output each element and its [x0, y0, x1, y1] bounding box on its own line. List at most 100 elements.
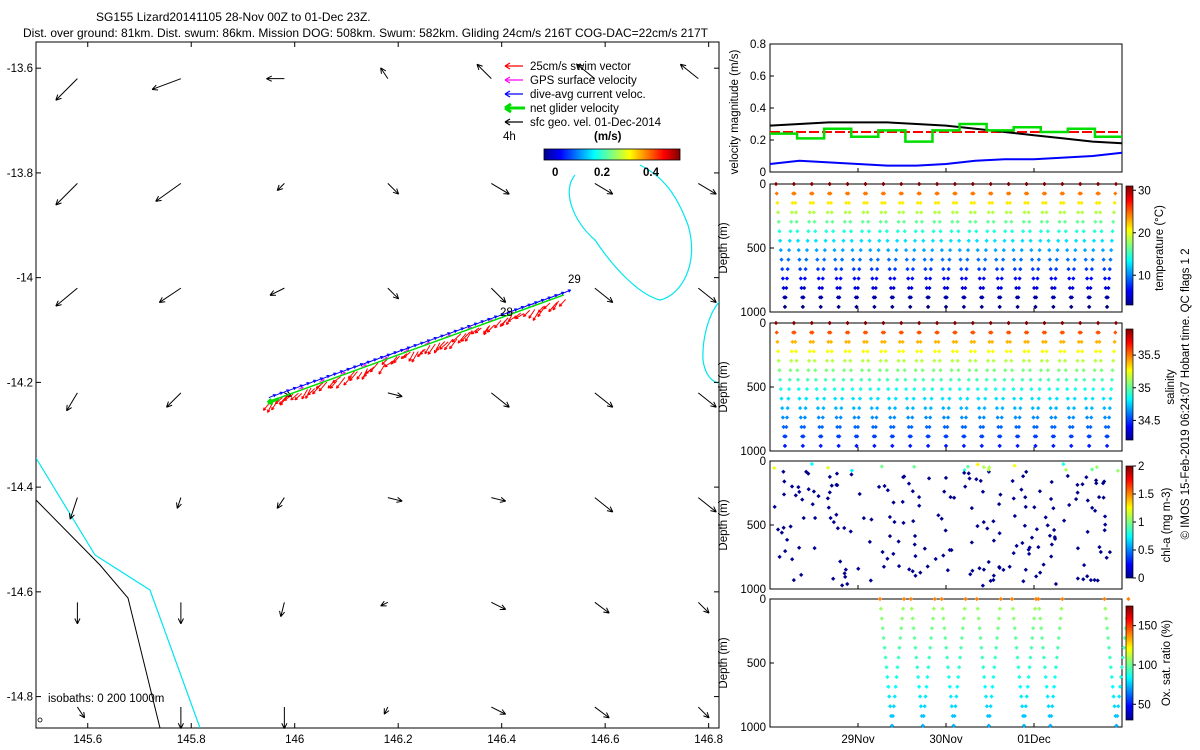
geo-vector-r4-c5 — [594, 497, 614, 513]
swim-vector-22 — [356, 371, 363, 380]
chl-dot-162 — [842, 571, 847, 576]
salinity-dot-15-d10 — [1049, 415, 1054, 420]
swim-vector-35 — [411, 351, 419, 363]
temperature-dot-7-d6 — [903, 238, 908, 243]
oxygen-dot-3-u12 — [987, 713, 992, 719]
salinity-dot-9-u2 — [951, 339, 956, 345]
temperature-dot-7-u7 — [912, 248, 917, 253]
temperature-y-tick-label-0: 0 — [760, 179, 766, 191]
velocity-y-tick-label-2: 0.4 — [750, 103, 767, 115]
salinity-dot-18-d11 — [1103, 424, 1108, 430]
chl-dot-190 — [1049, 554, 1054, 559]
salinity-dot-17-d1 — [1078, 330, 1084, 335]
velocity-series-2 — [769, 151, 1123, 167]
temperature-dot-15-u10 — [1053, 276, 1058, 281]
temperature-dot-2-u5 — [824, 229, 829, 234]
salinity-dot-11-u11 — [981, 424, 986, 430]
temperature-dot-0-u3 — [789, 210, 794, 215]
salinity-dot-0-d10 — [780, 415, 786, 420]
chl-dot-26 — [1047, 533, 1053, 538]
salinity-dot-15-d7 — [1047, 387, 1052, 392]
temperature-dot-0-d2 — [775, 200, 780, 206]
temperature-dot-5-d8 — [868, 257, 874, 262]
oxygen-dot-6-d2 — [1104, 616, 1109, 621]
glider-track — [262, 289, 572, 413]
salinity-dot-14-d5 — [1027, 368, 1033, 373]
salinity-dot-8-u6 — [930, 377, 936, 382]
temperature-dot-11-u13 — [979, 304, 984, 310]
temperature-dot-3-d2 — [828, 200, 834, 206]
salinity-dot-9-d11 — [942, 424, 947, 430]
salinity-dot-14-u4 — [1039, 358, 1044, 363]
salinity-dot-10-d3 — [954, 349, 960, 354]
oxygen-dot-0-d1 — [878, 606, 884, 611]
temperature-dot-2-u8 — [822, 257, 827, 262]
temperature-dot-1-u10 — [802, 276, 808, 281]
temperature-dot-10-u2 — [969, 200, 974, 206]
oxygen-dot-0-u6 — [896, 655, 901, 660]
salinity-dot-16-u11 — [1070, 424, 1075, 430]
oxygen-dot-5-d9 — [1044, 684, 1049, 689]
salinity-dot-8-u2 — [933, 339, 938, 345]
time-step-label: 4h — [503, 131, 516, 143]
salinity-dot-10-u5 — [967, 368, 972, 373]
oxygen-dot-2-d3 — [942, 626, 947, 631]
salinity-dot-5-d4 — [866, 358, 871, 363]
chl-dot-194 — [1051, 527, 1057, 533]
oxygen-dot-1-d10 — [917, 694, 923, 699]
salinity-dot-11-u3 — [986, 349, 991, 354]
chl-dot-208 — [1080, 482, 1085, 487]
temperature-dot-11-u9 — [982, 266, 987, 272]
temperature-dot-8-d5 — [920, 229, 925, 234]
temperature-dot-0-d3 — [775, 210, 781, 215]
oxygen-dot-4-u5 — [1029, 645, 1034, 650]
salinity-dot-4-d4 — [848, 358, 853, 363]
temperature-dot-3-u3 — [843, 210, 848, 215]
temperature-dot-9-d1 — [935, 191, 940, 196]
chl-dot-27 — [1095, 578, 1100, 583]
geo-vector-r5-c1 — [177, 602, 184, 625]
swim-vector-54 — [494, 320, 502, 329]
temperature-dot-0-u9 — [785, 266, 790, 272]
salinity-dot-1-u8 — [804, 396, 809, 401]
temperature-dot-6-u7 — [894, 248, 899, 253]
dac-vector-44 — [563, 289, 572, 294]
salinity-dot-9-u4 — [950, 358, 955, 363]
temperature-dot-9-d10 — [941, 276, 947, 281]
oxygen-dot-0-d10 — [887, 694, 892, 699]
oxygen-dot-0-u4 — [898, 635, 903, 641]
temperature-dot-9-d9 — [941, 266, 946, 272]
salinity-dot-10-d8 — [958, 396, 963, 401]
temperature-dot-15-d7 — [1047, 248, 1052, 253]
temperature-dot-12-d7 — [993, 248, 998, 253]
temperature-dot-10-u7 — [965, 248, 971, 253]
salinity-dot-4-u7 — [858, 387, 863, 392]
oxygen-dot-0-d9 — [886, 684, 891, 689]
salinity-dot-2-u4 — [824, 358, 830, 363]
temperature-dot-11-u12 — [980, 295, 985, 300]
salinity-dot-11-u7 — [983, 387, 989, 392]
salinity-dot-5-d10 — [870, 415, 875, 420]
salinity-dot-8-d2 — [918, 339, 923, 345]
salinity-dot-2-d10 — [816, 415, 821, 420]
oxygen-dot-5-u12 — [1049, 713, 1054, 719]
salinity-dot-7-u10 — [910, 415, 915, 420]
temperature-dot-0-u11 — [784, 285, 789, 291]
salinity-dot-3-d5 — [831, 368, 836, 373]
salinity-dot-18-u8 — [1108, 396, 1113, 401]
temperature-dot-8-d9 — [923, 266, 928, 272]
salinity-dot-10-d4 — [955, 358, 960, 363]
chl-dot-113 — [788, 524, 793, 529]
salinity-dot-14-u5 — [1038, 368, 1044, 373]
salinity-dot-18-u11 — [1106, 424, 1111, 430]
temperature-dot-13-u5 — [1020, 229, 1026, 234]
temperature-dot-12-d0 — [988, 181, 993, 187]
chl-dot-118 — [1011, 551, 1016, 556]
chl-dot-16 — [965, 464, 971, 469]
salinity-dot-12-d3 — [990, 349, 995, 354]
temperature-dot-11-u7 — [983, 248, 989, 253]
chl-dot-110 — [799, 572, 804, 577]
oxygen-dot-5-u6 — [1054, 655, 1059, 660]
temperature-dot-12-u12 — [998, 295, 1003, 300]
